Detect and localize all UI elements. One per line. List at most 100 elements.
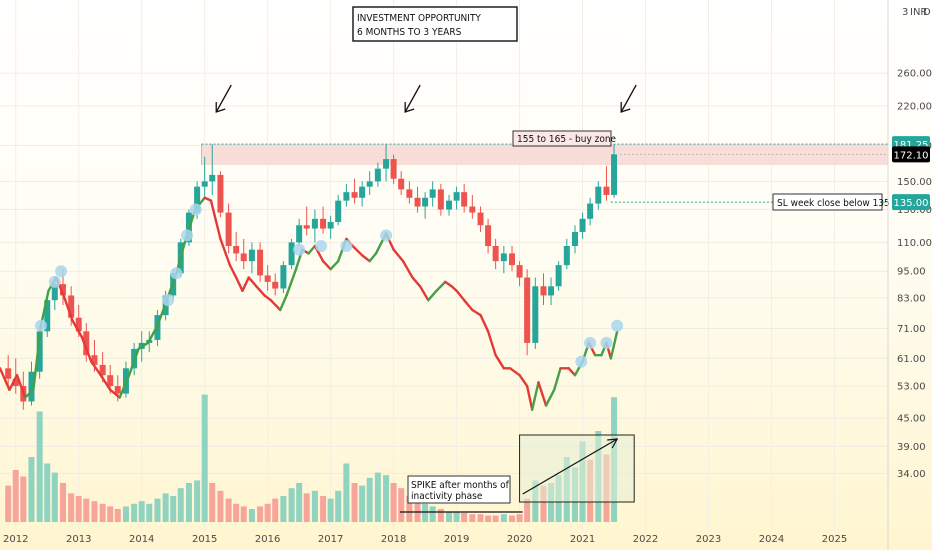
candle bbox=[492, 238, 499, 270]
trend-line-segment bbox=[321, 259, 332, 271]
candle bbox=[44, 295, 51, 338]
last-price-badge: 172.10 bbox=[892, 146, 930, 163]
candle bbox=[225, 203, 232, 254]
volume-bar bbox=[335, 490, 342, 522]
trend-line-segment bbox=[269, 298, 282, 312]
year-tick-label: 2018 bbox=[381, 534, 406, 545]
candle bbox=[500, 245, 507, 274]
volume-bar bbox=[131, 503, 138, 522]
svg-text:135.00: 135.00 bbox=[894, 198, 929, 209]
candle bbox=[414, 186, 421, 213]
volume-bar bbox=[91, 501, 98, 522]
volume-bar bbox=[162, 493, 169, 522]
volume-bar bbox=[12, 470, 19, 522]
volume-bar bbox=[185, 483, 192, 522]
candle bbox=[240, 238, 247, 270]
price-tick-label: 130.00 bbox=[897, 205, 932, 216]
grid-layer bbox=[0, 0, 888, 532]
volume-bar bbox=[327, 498, 334, 522]
trend-line-segment bbox=[553, 367, 562, 391]
volume-bar bbox=[303, 493, 310, 522]
volume-bar bbox=[36, 411, 43, 522]
price-tick-label: 71.00 bbox=[897, 324, 926, 335]
year-tick-label: 2025 bbox=[822, 534, 847, 545]
candle bbox=[477, 206, 484, 232]
price-tick-label: 53.00 bbox=[897, 382, 926, 393]
trend-line-segment bbox=[137, 341, 150, 351]
volume-bar bbox=[20, 476, 27, 522]
trend-line-segment bbox=[462, 298, 474, 312]
trend-line-segment bbox=[118, 374, 131, 399]
trend-line-segment bbox=[544, 388, 556, 407]
volume-bar bbox=[398, 488, 405, 522]
candle bbox=[303, 206, 310, 236]
trend-line-segment bbox=[127, 347, 140, 377]
candle bbox=[359, 181, 366, 207]
candle bbox=[555, 261, 562, 291]
trend-line-segment bbox=[537, 381, 548, 407]
volume-bar bbox=[264, 503, 271, 522]
signal-marker bbox=[293, 243, 306, 256]
volume-bar bbox=[194, 480, 201, 522]
trend-line-segment bbox=[241, 276, 250, 293]
signal-marker bbox=[380, 229, 393, 242]
trend-line-segment bbox=[525, 384, 534, 411]
candle bbox=[469, 194, 476, 219]
volume-bar bbox=[492, 515, 499, 522]
volume-bar bbox=[500, 514, 507, 522]
price-tick-label: 34.00 bbox=[897, 469, 926, 480]
candle bbox=[446, 194, 453, 216]
price-scale[interactable]: 3 INR D bbox=[887, 0, 931, 550]
volume-bar bbox=[383, 475, 390, 522]
volume-bar bbox=[51, 472, 58, 522]
trend-line-segment bbox=[609, 330, 619, 360]
year-tick-label: 2021 bbox=[570, 534, 595, 545]
candle bbox=[374, 162, 381, 187]
unit-marker: D bbox=[923, 7, 931, 18]
volume-note-line-2: inactivity phase bbox=[411, 491, 483, 502]
candle bbox=[280, 261, 287, 294]
volume-bar bbox=[28, 457, 35, 522]
trend-line-segment bbox=[219, 237, 232, 267]
year-tick-label: 2023 bbox=[696, 534, 721, 545]
trend-line-segment bbox=[508, 367, 521, 377]
trend-line-segment bbox=[401, 259, 414, 279]
candle bbox=[311, 209, 318, 243]
candle bbox=[217, 171, 224, 218]
signal-marker bbox=[48, 275, 61, 288]
candle bbox=[532, 277, 539, 349]
signal-marker bbox=[189, 203, 202, 216]
volume-bar bbox=[406, 496, 413, 522]
candle bbox=[327, 215, 334, 239]
year-tick-label: 2020 bbox=[507, 534, 532, 545]
candle bbox=[587, 197, 594, 226]
candle bbox=[563, 238, 570, 270]
candle bbox=[296, 218, 303, 246]
axis-layer: 34.00 39.00 45.00 53.00 61.00 71.00 83.00 95.00… bbox=[3, 69, 932, 545]
svg-text:181.25: 181.25 bbox=[894, 140, 929, 151]
trend-line-segment bbox=[62, 294, 74, 322]
candle bbox=[540, 273, 547, 306]
volume-bar bbox=[453, 511, 460, 522]
year-tick-label: 2013 bbox=[66, 534, 91, 545]
candle bbox=[335, 194, 342, 226]
trend-line-segment bbox=[90, 360, 102, 377]
trend-line-segment bbox=[411, 276, 422, 288]
trend-line-segment bbox=[368, 252, 378, 263]
peak-arrow-icon bbox=[620, 84, 637, 113]
trend-line-segment bbox=[530, 381, 540, 411]
volume-bar bbox=[296, 483, 303, 522]
candle bbox=[351, 178, 358, 204]
volume-bar bbox=[429, 506, 436, 522]
volume-bar bbox=[351, 483, 358, 522]
signal-marker bbox=[611, 319, 624, 332]
candle bbox=[406, 181, 413, 204]
trend-line-segment bbox=[209, 199, 222, 241]
volume-bar bbox=[170, 496, 177, 522]
trend-line-segment bbox=[32, 324, 43, 391]
candle bbox=[453, 186, 460, 210]
volume-bar bbox=[540, 485, 547, 522]
volume-bar bbox=[422, 503, 429, 522]
stop-loss-note-box: SL week close below 135 bbox=[772, 193, 890, 211]
volume-bar bbox=[68, 493, 75, 522]
